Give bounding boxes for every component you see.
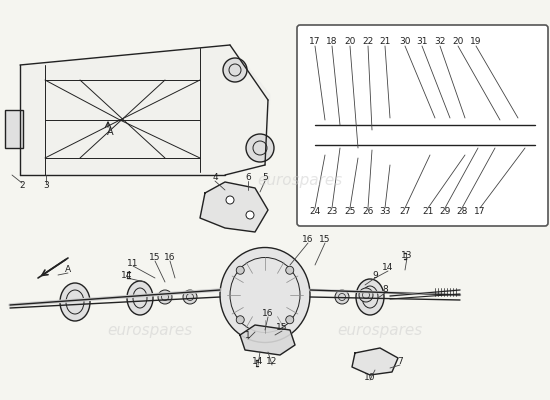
Ellipse shape: [356, 279, 384, 315]
Text: 2: 2: [19, 180, 25, 190]
Text: 1: 1: [245, 332, 251, 340]
Text: 16: 16: [262, 310, 274, 318]
Text: eurospares: eurospares: [257, 172, 343, 188]
Text: 13: 13: [402, 250, 412, 260]
Text: 20: 20: [344, 38, 356, 46]
Ellipse shape: [60, 283, 90, 321]
Text: 24: 24: [309, 208, 321, 216]
Circle shape: [335, 290, 349, 304]
Text: 32: 32: [434, 38, 446, 46]
Text: 26: 26: [362, 208, 373, 216]
Text: 18: 18: [326, 38, 338, 46]
Text: 29: 29: [439, 208, 450, 216]
Text: 10: 10: [364, 372, 376, 382]
Text: 23: 23: [326, 208, 338, 216]
Text: 30: 30: [399, 38, 411, 46]
Text: 9: 9: [372, 270, 378, 280]
Circle shape: [246, 134, 274, 162]
Ellipse shape: [220, 248, 310, 342]
Polygon shape: [20, 45, 270, 175]
Polygon shape: [200, 182, 268, 232]
Circle shape: [236, 266, 244, 274]
Circle shape: [236, 316, 244, 324]
Text: 28: 28: [456, 208, 468, 216]
FancyBboxPatch shape: [297, 25, 548, 226]
Ellipse shape: [127, 281, 153, 315]
Text: 27: 27: [399, 208, 411, 216]
Text: 33: 33: [379, 208, 390, 216]
Circle shape: [359, 288, 373, 302]
Text: 14: 14: [382, 264, 394, 272]
Text: eurospares: eurospares: [337, 322, 422, 338]
Text: 31: 31: [416, 38, 428, 46]
Circle shape: [223, 58, 247, 82]
Ellipse shape: [489, 119, 511, 151]
Text: 16: 16: [302, 236, 313, 244]
Ellipse shape: [318, 120, 332, 150]
Text: 14: 14: [252, 358, 263, 366]
Text: 17: 17: [474, 208, 486, 216]
Polygon shape: [240, 325, 295, 355]
Text: 5: 5: [262, 174, 268, 182]
FancyBboxPatch shape: [389, 114, 481, 156]
Text: 8: 8: [382, 286, 388, 294]
Text: 12: 12: [266, 358, 278, 366]
Text: 15: 15: [319, 236, 331, 244]
Text: 7: 7: [397, 358, 403, 366]
Text: 17: 17: [309, 38, 321, 46]
Text: 22: 22: [362, 38, 373, 46]
Text: 16: 16: [164, 254, 176, 262]
Circle shape: [246, 211, 254, 219]
Text: 15: 15: [149, 254, 161, 262]
Text: 19: 19: [470, 38, 482, 46]
Text: 20: 20: [452, 38, 464, 46]
Text: 21: 21: [379, 38, 390, 46]
Ellipse shape: [351, 116, 379, 154]
Text: 14: 14: [122, 270, 133, 280]
Text: A: A: [107, 127, 113, 137]
Circle shape: [183, 290, 197, 304]
Text: 4: 4: [212, 174, 218, 182]
Circle shape: [286, 316, 294, 324]
Text: 11: 11: [127, 258, 139, 268]
Text: 21: 21: [422, 208, 434, 216]
Text: 3: 3: [43, 180, 49, 190]
Ellipse shape: [522, 125, 532, 145]
Text: eurospares: eurospares: [107, 322, 192, 338]
Polygon shape: [352, 348, 398, 375]
Ellipse shape: [337, 145, 353, 165]
Circle shape: [226, 196, 234, 204]
Bar: [5, 110, 23, 148]
Text: 6: 6: [245, 174, 251, 182]
Text: A: A: [65, 266, 71, 274]
Text: 15: 15: [276, 324, 288, 332]
Circle shape: [286, 266, 294, 274]
Ellipse shape: [351, 151, 361, 165]
Circle shape: [158, 290, 172, 304]
Text: 25: 25: [344, 208, 356, 216]
